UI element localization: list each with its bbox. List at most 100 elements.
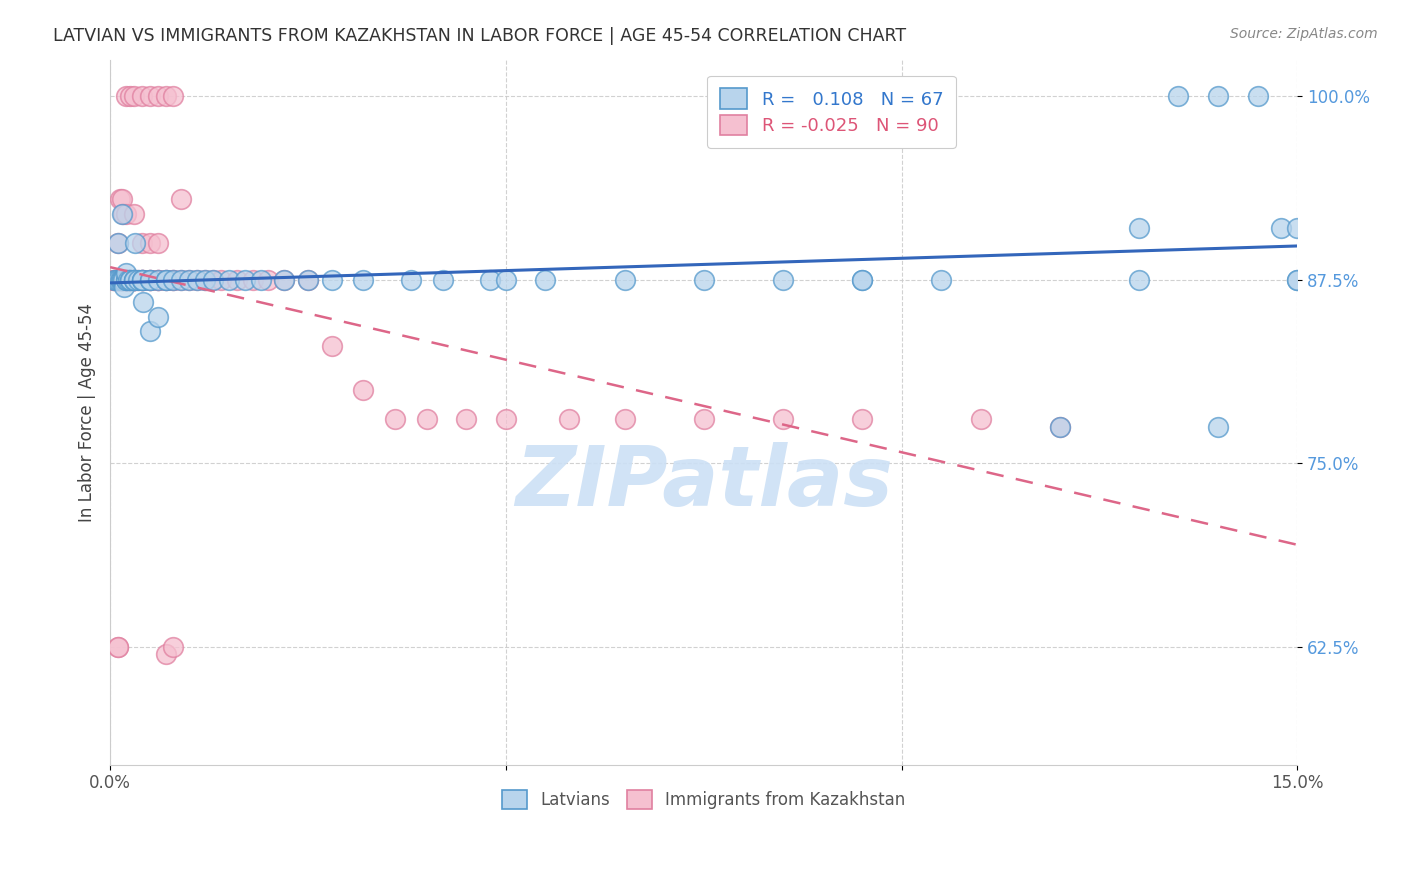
- Point: [155, 273, 177, 287]
- Point: [110, 273, 132, 287]
- Point: [111, 273, 134, 287]
- Point: [138, 273, 160, 287]
- Point: [138, 273, 160, 287]
- Point: [131, 273, 153, 287]
- Point: [105, 273, 128, 287]
- Point: [111, 192, 134, 206]
- Point: [456, 412, 478, 426]
- Point: [155, 89, 177, 103]
- Point: [969, 412, 991, 426]
- Text: LATVIAN VS IMMIGRANTS FROM KAZAKHSTAN IN LABOR FORCE | AGE 45-54 CORRELATION CHA: LATVIAN VS IMMIGRANTS FROM KAZAKHSTAN IN…: [53, 27, 907, 45]
- Point: [111, 273, 134, 287]
- Point: [138, 273, 160, 287]
- Point: [108, 273, 131, 287]
- Point: [115, 273, 138, 287]
- Point: [692, 273, 714, 287]
- Point: [162, 640, 184, 654]
- Point: [112, 273, 135, 287]
- Point: [115, 273, 138, 287]
- Point: [1270, 221, 1292, 235]
- Point: [111, 273, 134, 287]
- Point: [117, 273, 139, 287]
- Point: [107, 273, 129, 287]
- Point: [257, 273, 280, 287]
- Point: [103, 273, 125, 287]
- Point: [170, 192, 193, 206]
- Point: [146, 310, 169, 324]
- Y-axis label: In Labor Force | Age 45-54: In Labor Force | Age 45-54: [79, 302, 96, 522]
- Point: [1167, 89, 1189, 103]
- Point: [297, 273, 319, 287]
- Point: [155, 273, 177, 287]
- Point: [297, 273, 319, 287]
- Point: [115, 273, 138, 287]
- Point: [131, 273, 153, 287]
- Point: [146, 89, 169, 103]
- Point: [352, 273, 374, 287]
- Point: [122, 89, 145, 103]
- Point: [131, 273, 153, 287]
- Point: [111, 207, 134, 221]
- Point: [138, 89, 160, 103]
- Point: [851, 273, 873, 287]
- Point: [1128, 273, 1150, 287]
- Point: [273, 273, 295, 287]
- Point: [146, 273, 169, 287]
- Point: [162, 273, 184, 287]
- Point: [107, 273, 129, 287]
- Point: [1286, 273, 1309, 287]
- Point: [107, 236, 129, 251]
- Point: [179, 273, 201, 287]
- Point: [194, 273, 217, 287]
- Point: [194, 273, 217, 287]
- Point: [122, 273, 145, 287]
- Point: [107, 640, 129, 654]
- Point: [107, 273, 129, 287]
- Point: [851, 273, 873, 287]
- Point: [1128, 221, 1150, 235]
- Point: [179, 273, 201, 287]
- Point: [115, 273, 138, 287]
- Point: [127, 273, 149, 287]
- Point: [108, 273, 131, 287]
- Point: [101, 273, 124, 287]
- Point: [613, 412, 636, 426]
- Point: [162, 273, 184, 287]
- Point: [1286, 273, 1309, 287]
- Point: [131, 236, 153, 251]
- Point: [321, 339, 343, 353]
- Point: [132, 273, 155, 287]
- Point: [122, 273, 145, 287]
- Point: [131, 89, 153, 103]
- Point: [202, 273, 225, 287]
- Point: [146, 236, 169, 251]
- Point: [118, 273, 141, 287]
- Point: [115, 273, 138, 287]
- Point: [1206, 89, 1229, 103]
- Point: [155, 648, 177, 662]
- Point: [118, 273, 141, 287]
- Point: [186, 273, 208, 287]
- Point: [162, 273, 184, 287]
- Point: [692, 412, 714, 426]
- Point: [111, 207, 134, 221]
- Point: [495, 412, 517, 426]
- Point: [432, 273, 454, 287]
- Point: [107, 273, 129, 287]
- Point: [115, 273, 138, 287]
- Point: [131, 273, 153, 287]
- Point: [118, 273, 141, 287]
- Point: [273, 273, 295, 287]
- Point: [1049, 419, 1071, 434]
- Point: [122, 207, 145, 221]
- Point: [115, 273, 138, 287]
- Point: [115, 266, 138, 280]
- Point: [479, 273, 502, 287]
- Point: [162, 89, 184, 103]
- Point: [104, 273, 127, 287]
- Point: [122, 273, 145, 287]
- Point: [218, 273, 240, 287]
- Point: [118, 273, 141, 287]
- Point: [1206, 419, 1229, 434]
- Point: [122, 273, 145, 287]
